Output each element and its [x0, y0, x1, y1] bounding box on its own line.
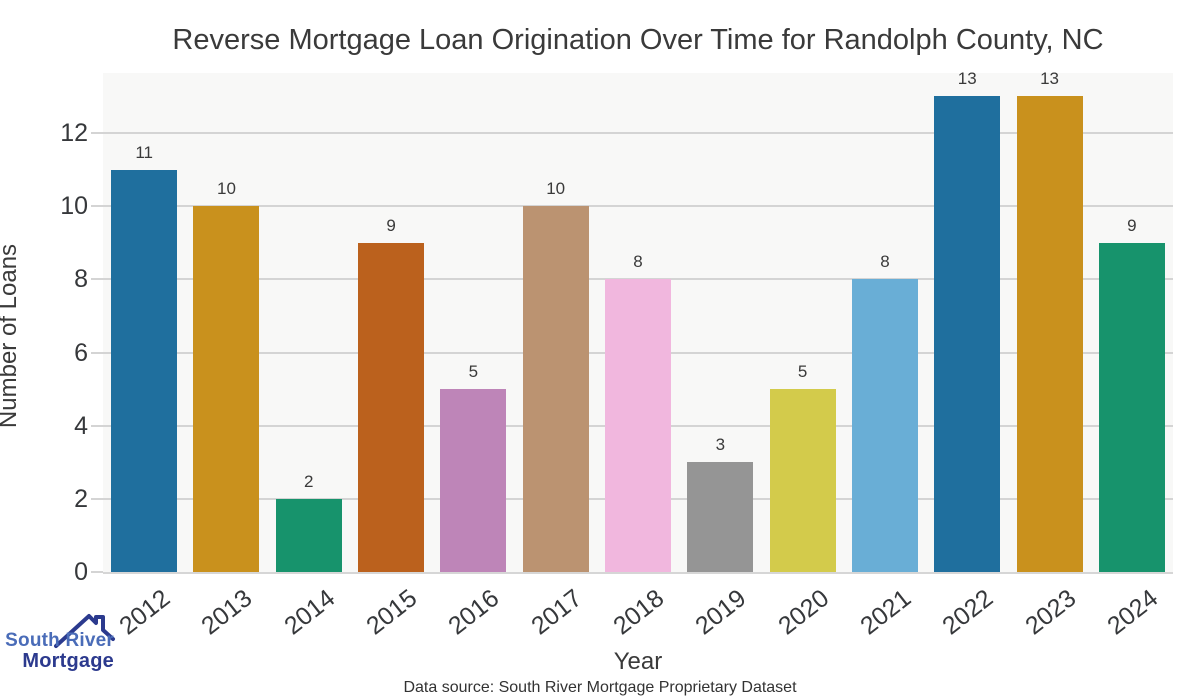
bar-value-label-2019: 3	[715, 435, 726, 455]
y-tick-label-8: 8	[74, 265, 88, 294]
bar-value-label-2013: 10	[216, 179, 236, 199]
bar-2022[interactable]	[934, 96, 1001, 572]
y-tick-mark-8	[91, 278, 103, 281]
bar-2018[interactable]	[605, 279, 671, 572]
chart-title: Reverse Mortgage Loan Origination Over T…	[172, 24, 1104, 56]
logo-text-line2: Mortgage	[22, 650, 114, 672]
data-source-note: Data source: South River Mortgage Propri…	[403, 679, 797, 696]
bar-value-label-2024: 9	[1127, 215, 1137, 235]
bar-2023[interactable]	[1016, 96, 1083, 572]
y-tick-mark-12	[91, 132, 103, 135]
bar-value-label-2014: 2	[304, 471, 314, 491]
y-tick-mark-4	[91, 424, 103, 427]
y-tick-mark-6	[91, 351, 103, 354]
y-tick-label-12: 12	[60, 119, 88, 148]
bar-2013[interactable]	[193, 206, 260, 572]
plot-area: 11 10 2 9 5 10 8 3 5 8 13 13 9	[91, 69, 1173, 574]
logo-text-line1: South River	[5, 630, 114, 651]
bar-2019[interactable]	[687, 462, 754, 572]
bar-2016[interactable]	[440, 389, 507, 572]
bar-2017[interactable]	[522, 206, 589, 572]
y-tick-label-2: 2	[74, 484, 88, 513]
y-tick-mark-2	[91, 497, 103, 500]
bar-2024[interactable]	[1098, 242, 1165, 572]
y-tick-label-6: 6	[74, 338, 88, 367]
bar-value-label-2021: 8	[880, 252, 890, 272]
bar-value-label-2017: 10	[546, 179, 566, 199]
bar-value-label-2012: 11	[135, 142, 153, 162]
bar-value-label-2020: 5	[797, 362, 808, 382]
y-tick-label-4: 4	[74, 411, 88, 440]
house-roof-icon	[54, 614, 115, 648]
bar-2021[interactable]	[851, 279, 918, 572]
bar-value-label-2016: 5	[468, 362, 479, 382]
gridline-y-12	[103, 132, 1173, 135]
bar-value-label-2018: 8	[633, 252, 643, 272]
y-tick-label-10: 10	[60, 192, 88, 221]
bar-value-label-2022: 13	[957, 69, 977, 89]
bar-2015[interactable]	[358, 242, 425, 572]
y-tick-mark-0	[91, 571, 103, 573]
bar-2012[interactable]	[111, 169, 178, 572]
x-axis-title: Year	[613, 648, 663, 675]
bar-value-label-2023: 13	[1040, 69, 1059, 89]
gridline-y-10	[103, 205, 1173, 208]
y-tick-mark-10	[91, 205, 103, 208]
bar-2014[interactable]	[275, 498, 342, 572]
y-tick-label-0: 0	[74, 558, 88, 586]
south-river-mortgage-logo: South River Mortgage	[0, 600, 140, 680]
bar-value-label-2015: 9	[386, 215, 396, 235]
y-axis-title: Number of Loans	[0, 243, 22, 429]
bar-2020[interactable]	[769, 389, 836, 572]
